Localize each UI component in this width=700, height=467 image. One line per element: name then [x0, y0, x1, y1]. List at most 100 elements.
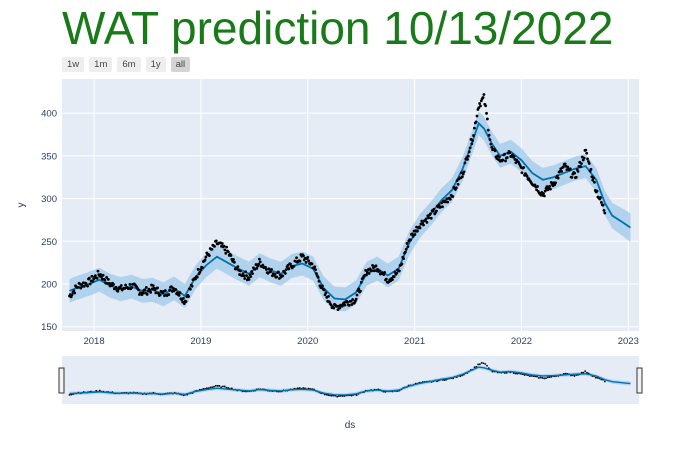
actual-point	[389, 279, 393, 283]
actual-point	[105, 276, 109, 279]
range-button-1y[interactable]: 1y	[145, 57, 166, 72]
actual-point	[189, 283, 193, 287]
actual-point	[251, 266, 255, 270]
actual-point	[459, 176, 463, 180]
mini-actual-point	[354, 393, 356, 396]
range-button-1m[interactable]: 1m	[89, 57, 113, 72]
range-button-all[interactable]: all	[170, 57, 191, 72]
actual-point	[562, 162, 566, 166]
actual-point	[197, 272, 201, 276]
mini-actual-point	[182, 394, 185, 397]
actual-point	[167, 293, 171, 296]
actual-point	[100, 277, 104, 281]
actual-point	[310, 262, 314, 266]
actual-point	[408, 238, 412, 242]
actual-point	[580, 162, 583, 166]
actual-point	[483, 102, 487, 106]
mini-actual-point	[72, 393, 74, 396]
mini-actual-point	[334, 394, 337, 397]
actual-point	[360, 277, 364, 281]
actual-point	[72, 289, 76, 293]
actual-point	[187, 295, 191, 298]
actual-point	[322, 288, 326, 292]
actual-point	[473, 121, 477, 125]
actual-point	[493, 149, 497, 153]
mini-actual-point	[573, 375, 576, 377]
actual-point	[270, 267, 273, 271]
mini-actual-point	[523, 374, 526, 376]
mini-actual-point	[386, 390, 389, 393]
mini-actual-point	[82, 391, 85, 393]
mini-actual-point	[457, 374, 460, 377]
y-tick-label: 150	[41, 322, 57, 333]
actual-point	[264, 268, 268, 271]
main-plot-area[interactable]	[62, 79, 639, 331]
actual-point	[146, 289, 150, 293]
mini-actual-point	[225, 386, 228, 389]
actual-point	[203, 258, 207, 262]
actual-point	[295, 256, 298, 260]
actual-point	[179, 297, 183, 301]
actual-point	[321, 288, 325, 291]
actual-point	[125, 286, 128, 290]
actual-point	[549, 180, 553, 184]
actual-point	[94, 276, 98, 280]
mini-actual-point	[462, 373, 465, 376]
actual-point	[346, 303, 350, 307]
actual-point	[477, 106, 481, 110]
range-slider[interactable]	[62, 356, 639, 404]
mini-actual-point	[200, 388, 203, 391]
mini-actual-point	[247, 390, 249, 393]
mini-actual-point	[580, 371, 583, 374]
actual-point	[243, 277, 247, 280]
actual-point	[527, 177, 531, 180]
mini-actual-point	[327, 394, 330, 397]
mini-actual-point	[156, 392, 158, 395]
actual-point	[384, 278, 387, 282]
actual-point	[444, 200, 448, 204]
y-tick-labels: 150 200 250 300 350 400	[41, 109, 57, 334]
actual-point	[76, 285, 80, 289]
actual-point	[572, 170, 576, 174]
mini-actual-point	[363, 391, 365, 394]
actual-point	[511, 155, 515, 159]
actual-point	[378, 272, 382, 276]
actual-point	[327, 300, 331, 304]
range-selector: 1w 1m 6m 1y all	[62, 57, 191, 72]
actual-point	[289, 262, 292, 266]
actual-point	[585, 151, 589, 155]
actual-point	[292, 264, 296, 268]
actual-point	[304, 261, 308, 264]
actual-point	[353, 299, 357, 303]
mini-actual-point	[561, 374, 563, 376]
mini-actual-point	[122, 392, 124, 394]
actual-point	[262, 266, 266, 270]
mini-actual-point	[268, 389, 271, 392]
actual-point	[481, 96, 485, 99]
mini-actual-point	[454, 375, 456, 378]
mini-actual-point	[380, 389, 383, 392]
range-slider-left-handle[interactable]	[58, 367, 65, 394]
actual-point	[302, 258, 306, 262]
y-tick-label: 300	[41, 194, 57, 205]
mini-actual-point	[286, 389, 289, 392]
range-slider-right-handle[interactable]	[636, 367, 643, 394]
mini-actual-point	[443, 379, 446, 382]
actual-point	[526, 177, 530, 181]
mini-actual-point	[123, 391, 126, 394]
actual-point	[184, 300, 188, 303]
actual-point	[569, 175, 573, 179]
actual-point	[466, 154, 470, 158]
mini-actual-point	[241, 390, 244, 393]
actual-point	[541, 194, 545, 197]
mini-actual-point	[89, 390, 92, 393]
range-button-1w[interactable]: 1w	[62, 57, 85, 72]
mini-actual-point	[113, 392, 115, 395]
actual-point	[403, 250, 407, 254]
mini-actual-point	[591, 375, 594, 377]
actual-point	[259, 265, 263, 268]
mini-actual-point	[598, 377, 601, 380]
actual-point	[219, 241, 222, 245]
mini-actual-point	[521, 373, 524, 376]
range-button-6m[interactable]: 6m	[117, 57, 141, 72]
